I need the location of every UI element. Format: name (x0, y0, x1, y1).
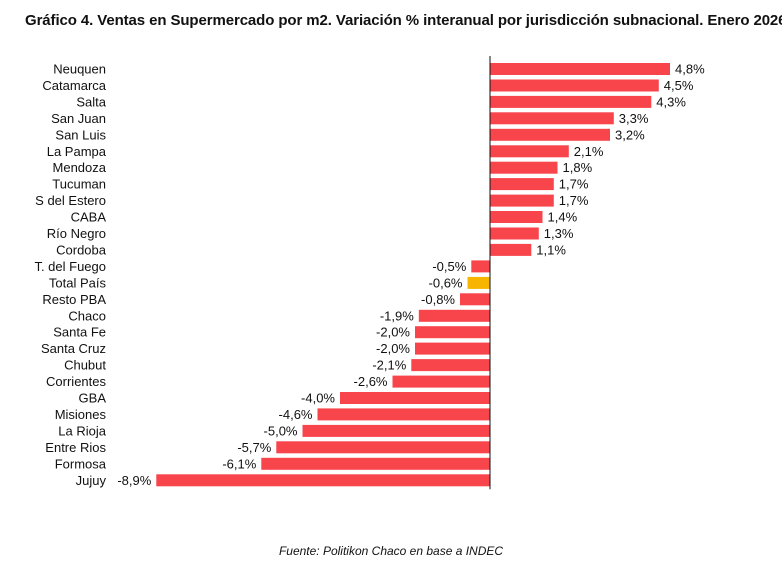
value-label-mendoza: 1,8% (563, 160, 593, 175)
value-label-tucuman: 1,7% (559, 177, 589, 192)
value-label-catamarca: 4,5% (664, 78, 694, 93)
category-label-san-juan: San Juan (51, 111, 106, 126)
chart-source: Fuente: Politikon Chaco en base a INDEC (278, 544, 504, 558)
category-label-gba: GBA (79, 391, 107, 406)
bar-cordoba (490, 243, 532, 256)
bar-caba (490, 211, 543, 223)
category-label-t-del-fuego: T. del Fuego (34, 259, 106, 274)
category-label-santa-fe: Santa Fe (53, 325, 106, 340)
bar-tucuman (490, 178, 554, 191)
bar-t-del-fuego (471, 260, 491, 273)
category-label-jujuy: Jujuy (76, 473, 107, 488)
bar-neuquen (490, 63, 670, 75)
category-label-total-pais: Total País (49, 275, 107, 290)
category-label-chubut: Chubut (64, 358, 106, 373)
category-label-misiones: Misiones (55, 407, 107, 422)
bar-salta (490, 95, 652, 108)
value-label-total-pais: -0,6% (429, 275, 463, 290)
value-label-formosa: -6,1% (222, 456, 256, 471)
value-label-santa-fe: -2,0% (376, 325, 410, 340)
value-label-t-del-fuego: -0,5% (432, 259, 466, 274)
category-label-entre-rios: Entre Rios (45, 440, 106, 455)
category-label-s-del-estero: S del Estero (35, 193, 106, 208)
bar-jujuy (156, 474, 491, 487)
labels-layer: Neuquen 4,8% Catamarca 4,5% Salta 4,3% San Jua… (34, 62, 705, 488)
bar-santa-cruz (415, 342, 490, 355)
value-label-la-rioja: -5,0% (264, 423, 298, 438)
category-label-neuquen: Neuquen (53, 62, 106, 77)
value-label-resto-pba: -0,8% (421, 292, 455, 307)
value-label-chaco: -1,9% (380, 308, 414, 323)
value-label-neuquen: 4,8% (675, 62, 705, 77)
category-label-formosa: Formosa (55, 456, 107, 471)
value-label-la-pampa: 2,1% (574, 144, 604, 159)
bars-layer (156, 63, 670, 487)
value-label-san-luis: 3,2% (615, 127, 645, 142)
category-label-mendoza: Mendoza (53, 160, 107, 175)
bar-total-pais (467, 276, 490, 289)
bar-san-luis (490, 128, 610, 141)
bar-entre-rios (276, 441, 491, 454)
category-label-caba: CABA (71, 210, 107, 225)
category-label-santa-cruz: Santa Cruz (41, 341, 106, 356)
bar-la-pampa (490, 145, 569, 158)
value-label-cordoba: 1,1% (536, 242, 566, 257)
value-label-gba: -4,0% (301, 391, 335, 406)
bar-rio-negro (490, 227, 539, 240)
value-label-jujuy: -8,9% (117, 473, 151, 488)
category-label-corrientes: Corrientes (46, 374, 106, 389)
bar-gba (340, 392, 490, 404)
category-label-la-pampa: La Pampa (47, 144, 107, 159)
value-label-misiones: -4,6% (279, 407, 313, 422)
category-label-san-luis: San Luis (55, 127, 106, 142)
category-label-salta: Salta (76, 94, 106, 109)
bar-formosa (261, 457, 491, 470)
category-label-rio-negro: Río Negro (47, 226, 106, 241)
bar-s-del-estero (490, 194, 554, 207)
category-label-tucuman: Tucuman (52, 177, 106, 192)
category-label-resto-pba: Resto PBA (42, 292, 106, 307)
category-label-la-rioja: La Rioja (58, 423, 106, 438)
value-label-corrientes: -2,6% (354, 374, 388, 389)
category-label-cordoba: Cordoba (56, 242, 107, 257)
bar-san-juan (490, 112, 614, 125)
bar-catamarca (490, 79, 659, 92)
bar-misiones (317, 408, 490, 421)
value-label-salta: 4,3% (656, 94, 686, 109)
chart-title: Gráfico 4. Ventas en Supermercado por m2… (25, 12, 782, 29)
bar-la-rioja (302, 424, 490, 437)
bar-mendoza (490, 161, 558, 174)
bar-santa-fe (415, 326, 490, 339)
bar-chubut (411, 359, 491, 372)
value-label-chubut: -2,1% (372, 358, 406, 373)
value-label-san-juan: 3,3% (619, 111, 649, 126)
bar-chaco (418, 309, 491, 322)
value-label-rio-negro: 1,3% (544, 226, 574, 241)
value-label-santa-cruz: -2,0% (376, 341, 410, 356)
category-label-catamarca: Catamarca (42, 78, 106, 93)
value-label-caba: 1,4% (548, 210, 578, 225)
value-label-entre-rios: -5,7% (237, 440, 271, 455)
category-label-chaco: Chaco (68, 308, 106, 323)
bar-resto-pba (460, 293, 490, 306)
bar-corrientes (392, 375, 490, 388)
value-label-s-del-estero: 1,7% (559, 193, 589, 208)
